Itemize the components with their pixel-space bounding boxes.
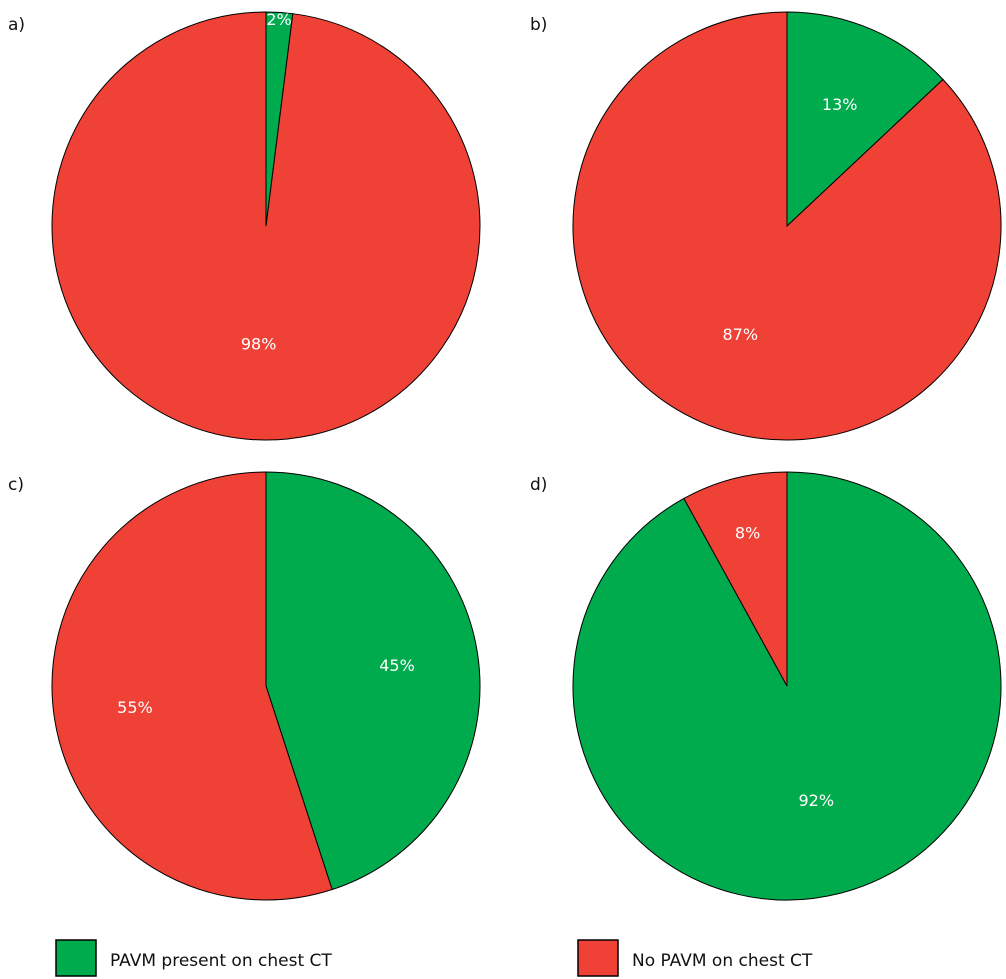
slice-label-absent: 87% bbox=[722, 325, 758, 344]
legend-label-present: PAVM present on chest CT bbox=[110, 951, 332, 971]
pie-slice-present bbox=[572, 471, 1002, 901]
pie-panel-1: a) 2% 98% bbox=[8, 10, 481, 441]
pie-slice-absent bbox=[683, 471, 788, 687]
slice-label-present: 45% bbox=[379, 656, 415, 675]
pie-slice-absent bbox=[572, 11, 1002, 441]
slice-label-present: 92% bbox=[798, 791, 834, 810]
pie-slice-present bbox=[265, 471, 481, 891]
pie-slice-absent bbox=[51, 471, 333, 901]
pie-panel-2: b) 13% 87% bbox=[530, 11, 1002, 441]
slice-label-absent: 55% bbox=[117, 698, 153, 717]
pie-slice-absent bbox=[51, 11, 481, 441]
panel-label: a) bbox=[8, 15, 25, 35]
pie-panel-3: c) 45% 55% bbox=[8, 471, 481, 901]
legend-label-absent: No PAVM on chest CT bbox=[632, 951, 813, 971]
pie-panel-4: d) 92% 8% bbox=[530, 471, 1002, 901]
slice-label-present: 13% bbox=[822, 95, 858, 114]
slice-label-absent: 98% bbox=[241, 334, 277, 353]
panel-label: c) bbox=[8, 475, 24, 495]
panel-label: b) bbox=[530, 15, 547, 35]
legend: PAVM present on chest CT No PAVM on ches… bbox=[55, 939, 813, 977]
panel-label: d) bbox=[530, 475, 547, 495]
legend-swatch-absent bbox=[577, 939, 619, 977]
slice-label-present: 2% bbox=[266, 10, 291, 29]
legend-swatch-present bbox=[55, 939, 97, 977]
pie-slice-present bbox=[786, 11, 944, 228]
slice-label-absent: 8% bbox=[735, 524, 760, 543]
pie-panels: a) 2% 98% b) 13% 87% c) 45% 55% d) 92% 8% bbox=[8, 10, 1002, 901]
